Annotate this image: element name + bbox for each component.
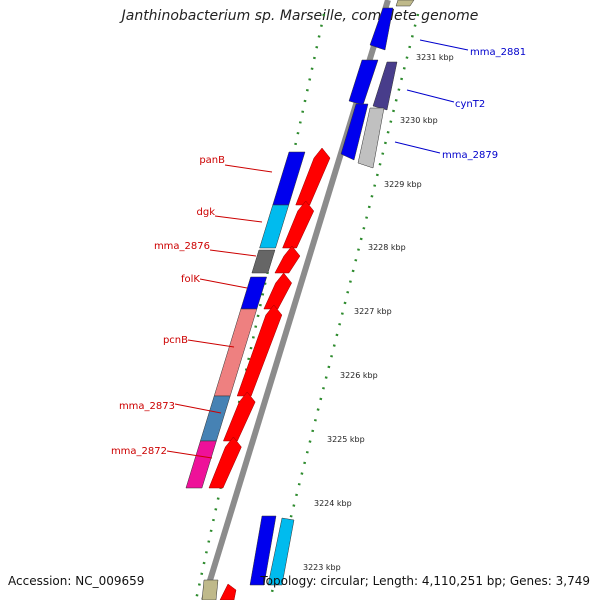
gene-arrow: [282, 200, 315, 249]
label-connector: [174, 403, 222, 414]
label-connector: [394, 141, 441, 154]
gene-label-mma_2881: mma_2881: [470, 47, 526, 58]
kbp-label: 3223 kbp: [303, 563, 341, 572]
kbp-label: 3229 kbp: [384, 180, 422, 189]
gene-arrow: [263, 272, 292, 310]
label-connector: [224, 164, 273, 173]
label-connector: [214, 215, 263, 223]
outer-track-dots: [194, 13, 326, 600]
kbp-label: 3228 kbp: [368, 243, 406, 252]
kbp-scale: 3231 kbp 3230 kbp 3229 kbp 3228 kbp 3227 kbp…: [303, 53, 454, 572]
right-gene-track: mma_2881 cynT2 mma_2879: [357, 7, 526, 169]
gene-block: [369, 7, 394, 51]
partial-genes: [201, 0, 415, 600]
gene-block: [249, 515, 277, 586]
gene-block: [240, 276, 268, 310]
kbp-label: 3224 kbp: [314, 499, 352, 508]
gene-label-panB: panB: [199, 155, 225, 166]
label-connector: [199, 278, 248, 289]
label-connector: [419, 39, 469, 51]
kbp-label: 3227 kbp: [354, 307, 392, 316]
gene-arrow: [274, 245, 301, 274]
gene-block: [340, 103, 369, 161]
kbp-label: 3230 kbp: [400, 116, 438, 125]
accession-text: Accession: NC_009659: [8, 574, 145, 588]
gene-label-folK: folK: [181, 274, 200, 285]
gene-label-mma_2876: mma_2876: [154, 241, 210, 252]
gene-block: [357, 107, 385, 169]
kbp-label: 3226 kbp: [340, 371, 378, 380]
label-connector: [166, 450, 213, 459]
gene-block: [372, 61, 398, 111]
inner-track-dots: [268, 13, 420, 600]
gene-block: [395, 0, 415, 7]
kbp-label: 3231 kbp: [416, 53, 454, 62]
label-connector: [187, 339, 235, 348]
gene-block: [348, 59, 379, 106]
gene-arrow: [208, 436, 242, 489]
gene-block: [201, 579, 219, 600]
gene-label-pcnB: pcnB: [163, 335, 188, 346]
gene-block: [200, 395, 231, 442]
gene-label-mma_2879: mma_2879: [442, 150, 498, 161]
gene-label-mma_2873: mma_2873: [119, 401, 175, 412]
kbp-label: 3225 kbp: [327, 435, 365, 444]
label-connector: [209, 249, 257, 257]
gene-block: [267, 517, 295, 586]
gene-label-mma_2872: mma_2872: [111, 446, 167, 457]
gene-block: [259, 204, 290, 249]
gene-label-dgk: dgk: [197, 207, 216, 218]
label-connector: [406, 89, 455, 103]
gene-block: [251, 249, 276, 274]
gene-arrow: [219, 583, 237, 600]
gene-block: [185, 440, 217, 489]
gene-label-cynT2: cynT2: [455, 99, 485, 110]
left-gene-track: panB dgk mma_2876 folK pcnB mma_2873 mma_2872: [111, 147, 331, 489]
topology-text: Topology: circular; Length: 4,110,251 bp…: [260, 574, 590, 588]
